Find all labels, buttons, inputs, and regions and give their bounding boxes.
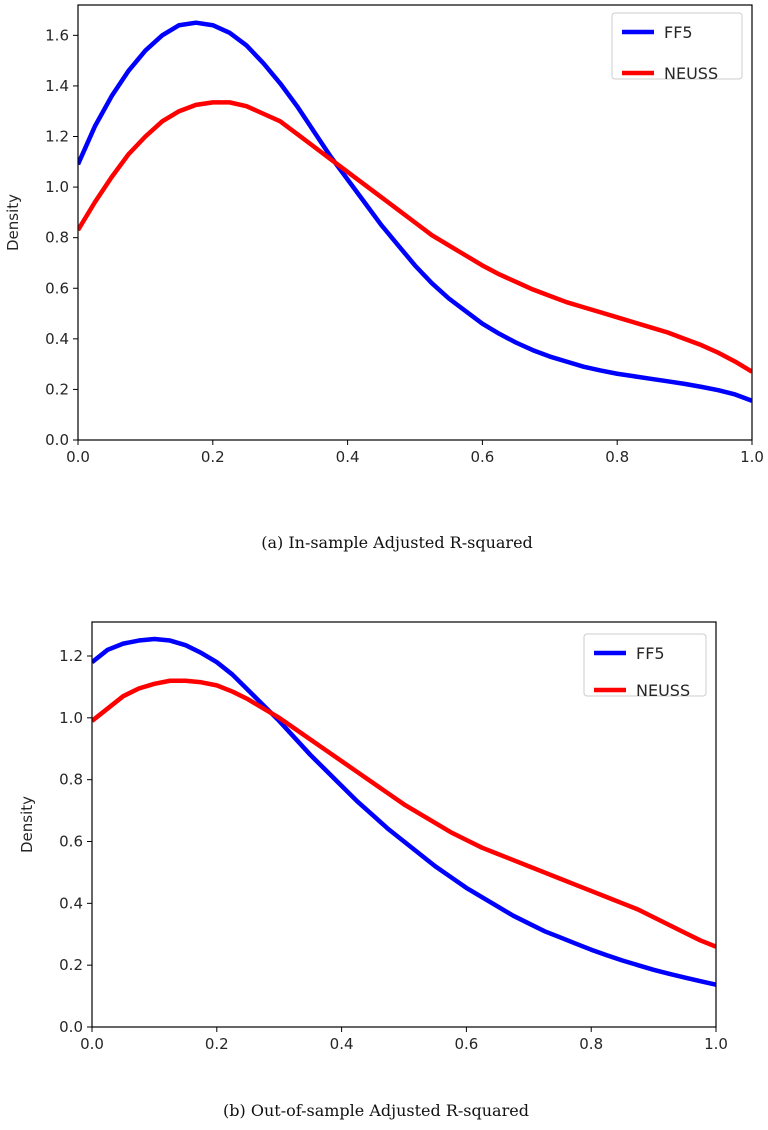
y-axis-label: Density xyxy=(4,194,22,251)
x-tick-label: 0.6 xyxy=(454,1035,478,1053)
y-tick-label: 1.6 xyxy=(45,26,69,44)
y-tick-label: 0.4 xyxy=(59,894,83,912)
y-tick-label: 0.0 xyxy=(59,1018,83,1036)
y-tick-label: 0.4 xyxy=(45,330,69,348)
y-tick-label: 1.2 xyxy=(45,128,69,146)
y-tick-label: 0.0 xyxy=(45,431,69,449)
legend-box xyxy=(583,633,707,697)
series-line-neuss xyxy=(92,678,716,949)
plot-frame xyxy=(77,4,753,441)
chart-panel-a: 0.0 0.2 0.4 0.6 0.8 1.0 0.0 0.2 0.4 0.6 0.8 1.0 1.2 1… xyxy=(4,4,764,552)
x-tick-label: 0.6 xyxy=(470,448,494,466)
x-tick-label: 0.2 xyxy=(205,1035,229,1053)
x-tick-label: 0.8 xyxy=(579,1035,603,1053)
x-tick-label: 0.4 xyxy=(336,448,360,466)
series-line-ff5 xyxy=(92,636,716,987)
legend-label-ff5: FF5 xyxy=(664,23,693,42)
x-tick-label: 0.0 xyxy=(66,448,90,466)
x-tick-label: 0.8 xyxy=(605,448,629,466)
x-tick-label: 1.0 xyxy=(740,448,764,466)
legend: FF5 NEUSS xyxy=(583,633,707,700)
x-tick-label: 0.4 xyxy=(330,1035,354,1053)
x-tick-label: 1.0 xyxy=(704,1035,728,1053)
x-tick-label: 0.0 xyxy=(80,1035,104,1053)
x-tick-label: 0.2 xyxy=(201,448,225,466)
y-tick-label: 0.8 xyxy=(45,229,69,247)
legend-label-ff5: FF5 xyxy=(636,644,665,663)
y-tick-label: 1.0 xyxy=(45,178,69,196)
chart-panel-b: 0.0 0.2 0.4 0.6 0.8 1.0 0.0 0.2 0.4 0.6 0.8 1.0 1.2 D… xyxy=(18,621,728,1120)
y-tick-label: 0.6 xyxy=(45,279,69,297)
y-axis-label: Density xyxy=(18,796,36,853)
legend: FF5 NEUSS xyxy=(611,12,743,83)
series-line-neuss xyxy=(78,100,752,374)
legend-box xyxy=(611,12,743,80)
y-tick-label: 0.8 xyxy=(59,771,83,789)
figure-caption: (b) Out-of-sample Adjusted R-squared xyxy=(223,1101,529,1120)
y-tick-label: 0.2 xyxy=(45,380,69,398)
plot-frame xyxy=(91,621,717,1028)
y-tick-label: 0.2 xyxy=(59,956,83,974)
y-tick-label: 1.2 xyxy=(59,647,83,665)
y-tick-label: 1.0 xyxy=(59,709,83,727)
y-tick-label: 0.6 xyxy=(59,833,83,851)
y-tick-label: 1.4 xyxy=(45,77,69,95)
series-line-ff5 xyxy=(78,20,752,403)
legend-label-neuss: NEUSS xyxy=(664,64,718,83)
legend-label-neuss: NEUSS xyxy=(636,681,690,700)
figure-caption: (a) In-sample Adjusted R-squared xyxy=(261,533,533,552)
